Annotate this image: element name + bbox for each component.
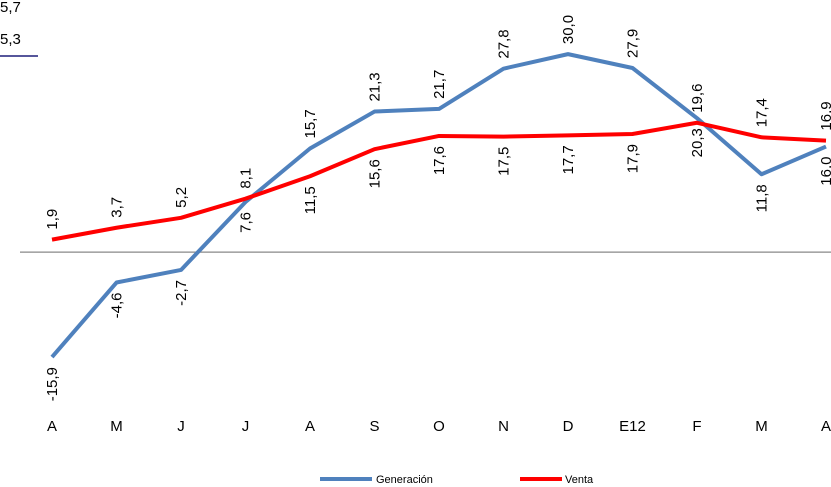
data-label: 5,2 bbox=[173, 187, 190, 208]
data-label: 17,6 bbox=[431, 146, 448, 175]
data-label: 11,8 bbox=[754, 184, 771, 212]
data-label: 30,0 bbox=[560, 15, 577, 44]
data-label: 15,6 bbox=[367, 159, 384, 188]
x-tick-label: A bbox=[305, 418, 315, 435]
data-label: 19,6 bbox=[689, 84, 706, 113]
data-label: 17,9 bbox=[625, 144, 642, 173]
data-label: 27,8 bbox=[496, 29, 513, 58]
x-tick-label: N bbox=[498, 418, 509, 435]
annotation: 5,7 bbox=[0, 0, 21, 16]
data-label: 17,7 bbox=[560, 145, 577, 174]
series-line bbox=[50, 52, 827, 359]
x-tick-label: M bbox=[755, 418, 768, 435]
legend-label: Venta bbox=[565, 474, 594, 486]
data-label: 15,7 bbox=[302, 109, 319, 138]
series-line bbox=[51, 120, 827, 242]
x-tick-label: J bbox=[177, 418, 185, 435]
x-tick-label: A bbox=[47, 418, 57, 435]
data-label: -15,9 bbox=[44, 367, 61, 401]
data-label: 20,3 bbox=[689, 128, 706, 157]
data-label: 21,7 bbox=[431, 70, 448, 99]
annotation: 5,3 bbox=[0, 31, 21, 48]
data-label: 17,5 bbox=[496, 147, 513, 176]
x-tick-label: E12 bbox=[619, 418, 646, 435]
data-label: -4,6 bbox=[109, 293, 126, 319]
x-tick-label: F bbox=[692, 418, 701, 435]
x-tick-label: M bbox=[110, 418, 123, 435]
data-label: 21,3 bbox=[367, 72, 384, 101]
x-tick-label: O bbox=[433, 418, 445, 435]
data-label: 16,0 bbox=[818, 157, 831, 186]
data-label: 27,9 bbox=[625, 29, 642, 58]
data-label: 8,1 bbox=[238, 168, 255, 189]
data-label: 16,9 bbox=[818, 101, 831, 130]
data-label: 1,9 bbox=[44, 209, 61, 230]
x-tick-label: J bbox=[242, 418, 250, 435]
data-label: 3,7 bbox=[109, 197, 126, 218]
legend-label: Generación bbox=[376, 474, 433, 486]
x-tick-label: S bbox=[369, 418, 379, 435]
data-label: 11,5 bbox=[302, 186, 319, 214]
data-label: -2,7 bbox=[173, 280, 190, 306]
data-label: 7,6 bbox=[238, 212, 255, 233]
x-tick-label: D bbox=[563, 418, 574, 435]
x-tick-label: A bbox=[821, 418, 831, 435]
data-label: 17,4 bbox=[754, 98, 771, 127]
